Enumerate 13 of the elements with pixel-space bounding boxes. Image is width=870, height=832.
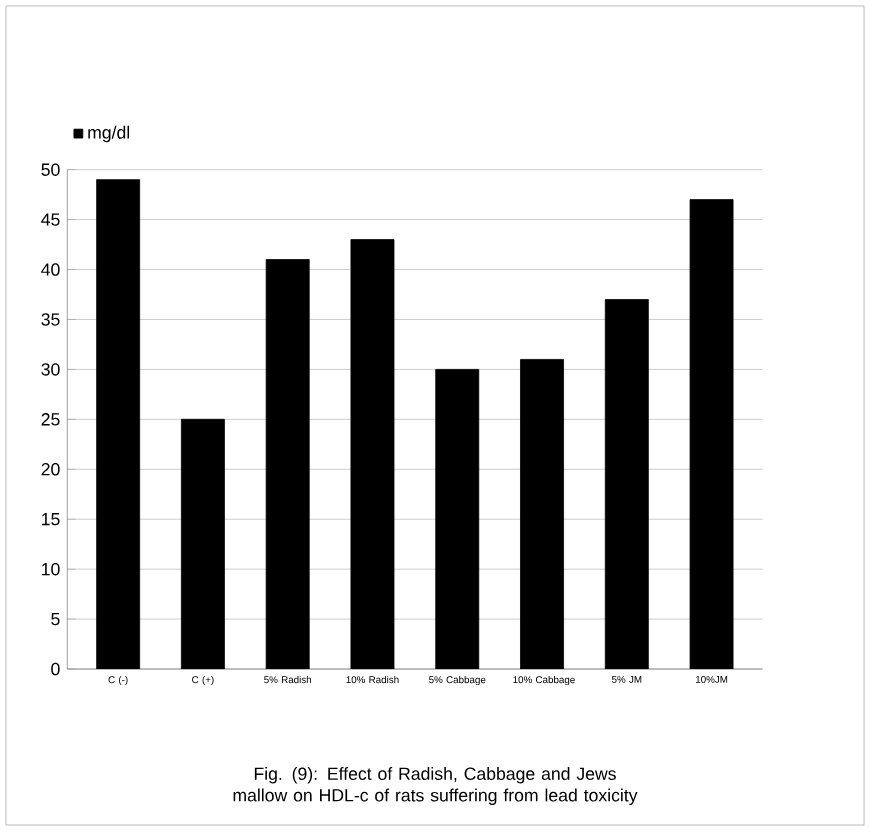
- y-tick-label: 20: [41, 463, 60, 477]
- y-tick-label: 25: [41, 413, 60, 427]
- y-tick-label: 0: [51, 663, 60, 676]
- y-tick-label: 35: [41, 313, 60, 327]
- y-tick-label: 40: [41, 263, 60, 277]
- y-tick-label: 30: [41, 363, 60, 377]
- y-tick-label: 10: [42, 563, 60, 576]
- y-tick-label: 45: [41, 213, 60, 227]
- y-tick-label: 5: [51, 613, 60, 626]
- y-tick-label: 50: [41, 163, 60, 177]
- legend-label: mg/dl: [88, 126, 130, 143]
- y-tick-label: 15: [42, 513, 60, 526]
- text: Fig. (9): Effect of Radish, Cabbage and Jews mallow on HDL-c of rats suffering from lead toxicity: [233, 767, 638, 806]
